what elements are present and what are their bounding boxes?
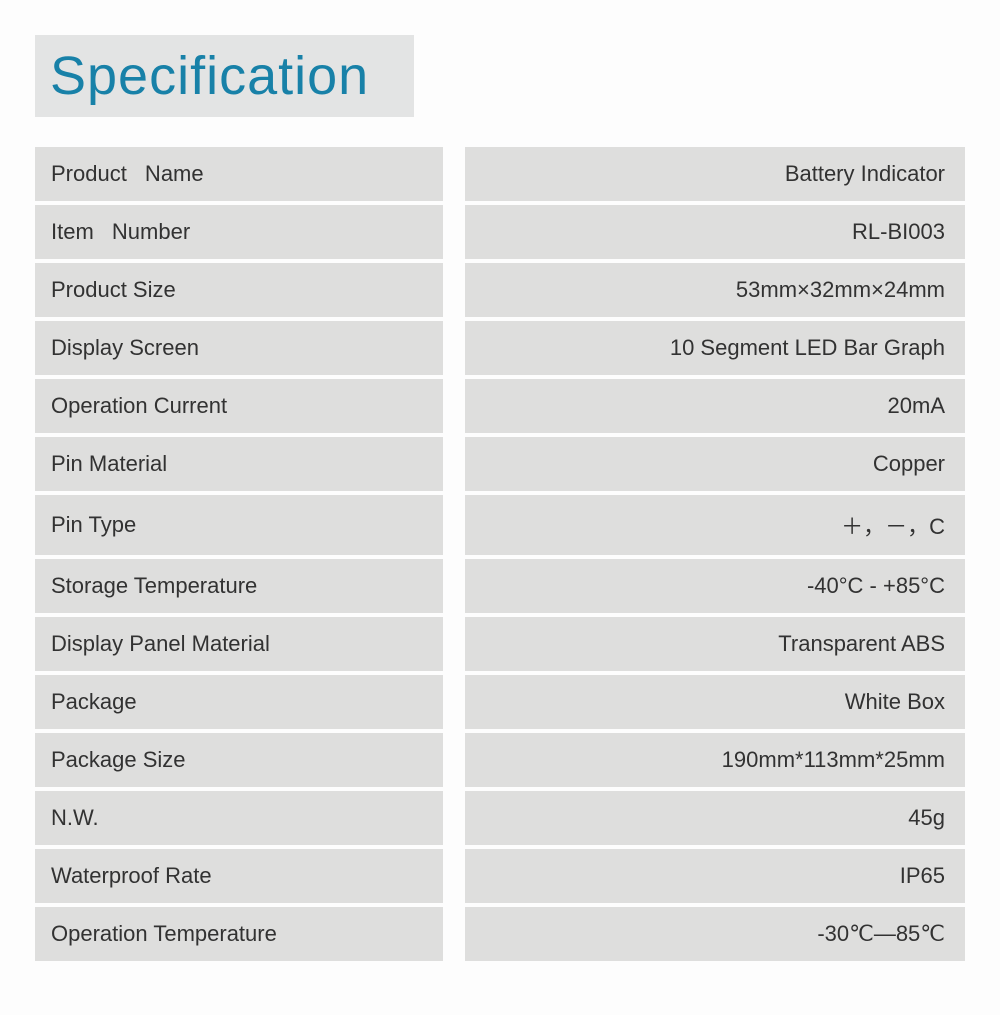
spec-label: Package	[51, 689, 137, 715]
spec-value-cell: RL-BI003	[465, 205, 965, 259]
specification-table: Product Name Battery Indicator Item Number…	[35, 147, 965, 961]
spec-label-cell: Operation Temperature	[35, 907, 443, 961]
spec-value-cell: 20mA	[465, 379, 965, 433]
spec-label-cell: Item Number	[35, 205, 443, 259]
title-container: Specification	[35, 35, 414, 117]
spec-label: Product Name	[51, 161, 204, 187]
spec-value-cell: White Box	[465, 675, 965, 729]
spec-value-cell: 10 Segment LED Bar Graph	[465, 321, 965, 375]
spec-value-cell: Battery Indicator	[465, 147, 965, 201]
table-row: Storage Temperature -40°C - +85°C	[35, 559, 965, 613]
table-row: Package White Box	[35, 675, 965, 729]
spec-label: Display Panel Material	[51, 631, 270, 657]
table-row: Operation Current 20mA	[35, 379, 965, 433]
spec-value: 190mm*113mm*25mm	[722, 747, 945, 773]
table-row: Item Number RL-BI003	[35, 205, 965, 259]
spec-value-cell: ＋，－，C	[465, 495, 965, 555]
table-row: Package Size 190mm*113mm*25mm	[35, 733, 965, 787]
spec-value: RL-BI003	[852, 219, 945, 245]
spec-label-cell: Waterproof Rate	[35, 849, 443, 903]
spec-label-cell: N.W.	[35, 791, 443, 845]
spec-value-cell: -40°C - +85°C	[465, 559, 965, 613]
spec-value: 10 Segment LED Bar Graph	[670, 335, 945, 361]
spec-value: IP65	[900, 863, 945, 889]
spec-value-cell: Transparent ABS	[465, 617, 965, 671]
spec-value: Copper	[873, 451, 945, 477]
spec-label: Item Number	[51, 219, 190, 245]
spec-label-cell: Display Panel Material	[35, 617, 443, 671]
table-row: N.W. 45g	[35, 791, 965, 845]
spec-label: Package Size	[51, 747, 186, 773]
table-row: Pin Material Copper	[35, 437, 965, 491]
spec-value: Transparent ABS	[778, 631, 945, 657]
spec-label-cell: Product Name	[35, 147, 443, 201]
spec-value: ＋，－，C	[841, 509, 945, 541]
spec-label: Display Screen	[51, 335, 199, 361]
spec-label: Waterproof Rate	[51, 863, 212, 889]
table-row: Product Size 53mm×32mm×24mm	[35, 263, 965, 317]
spec-value: White Box	[845, 689, 945, 715]
spec-label-cell: Operation Current	[35, 379, 443, 433]
spec-label: Pin Material	[51, 451, 167, 477]
table-row: Product Name Battery Indicator	[35, 147, 965, 201]
spec-label: Pin Type	[51, 512, 136, 538]
spec-value-cell: Copper	[465, 437, 965, 491]
table-row: Waterproof Rate IP65	[35, 849, 965, 903]
spec-value: -40°C - +85°C	[807, 573, 945, 599]
table-row: Display Screen 10 Segment LED Bar Graph	[35, 321, 965, 375]
spec-value: 45g	[908, 805, 945, 831]
spec-label-cell: Package	[35, 675, 443, 729]
spec-label-cell: Package Size	[35, 733, 443, 787]
spec-value-cell: 53mm×32mm×24mm	[465, 263, 965, 317]
spec-value-cell: 190mm*113mm*25mm	[465, 733, 965, 787]
spec-value: Battery Indicator	[785, 161, 945, 187]
spec-value: 20mA	[888, 393, 945, 419]
spec-label: Storage Temperature	[51, 573, 257, 599]
spec-label-cell: Storage Temperature	[35, 559, 443, 613]
spec-value-cell: IP65	[465, 849, 965, 903]
spec-label-cell: Display Screen	[35, 321, 443, 375]
spec-label-cell: Product Size	[35, 263, 443, 317]
table-row: Display Panel Material Transparent ABS	[35, 617, 965, 671]
table-row: Operation Temperature -30℃—85℃	[35, 907, 965, 961]
spec-label: Operation Temperature	[51, 921, 277, 947]
spec-label: Operation Current	[51, 393, 227, 419]
spec-label: Product Size	[51, 277, 176, 303]
page-title: Specification	[50, 45, 369, 107]
spec-label: N.W.	[51, 805, 99, 831]
spec-label-cell: Pin Material	[35, 437, 443, 491]
table-row: Pin Type ＋，－，C	[35, 495, 965, 555]
spec-value: -30℃—85℃	[817, 921, 945, 947]
spec-value-cell: 45g	[465, 791, 965, 845]
spec-value: 53mm×32mm×24mm	[736, 277, 945, 303]
spec-label-cell: Pin Type	[35, 495, 443, 555]
spec-value-cell: -30℃—85℃	[465, 907, 965, 961]
